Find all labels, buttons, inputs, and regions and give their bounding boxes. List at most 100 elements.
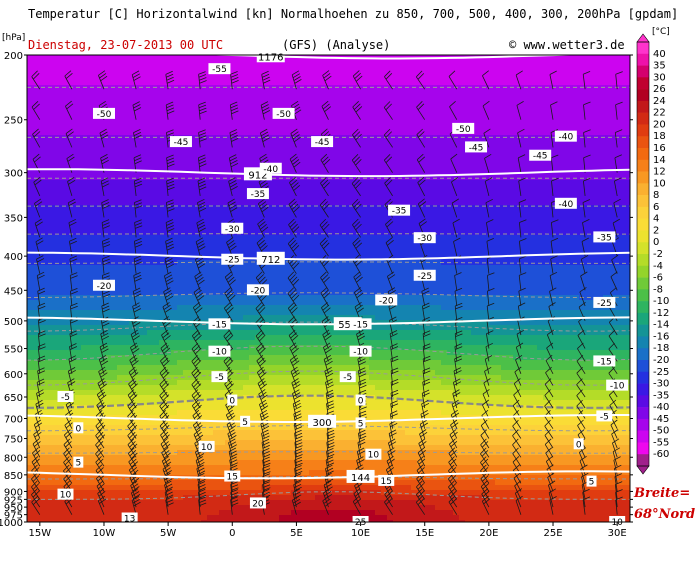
temperature-cell [117, 95, 124, 101]
temperature-cell [357, 95, 364, 101]
temperature-cell [57, 240, 64, 246]
temperature-cell [489, 285, 496, 291]
temperature-cell [387, 185, 394, 191]
temperature-cell [111, 100, 118, 106]
temperature-cell [591, 200, 598, 206]
temperature-cell [357, 110, 364, 116]
temperature-cell [255, 115, 262, 121]
temperature-cell [345, 275, 352, 281]
temperature-cell [51, 65, 58, 71]
temperature-cell [483, 100, 490, 106]
temperature-cell [543, 110, 550, 116]
temperature-cell [165, 160, 172, 166]
temperature-cell [213, 80, 220, 86]
temperature-cell [405, 215, 412, 221]
temperature-cell [27, 180, 34, 186]
temperature-cell [615, 125, 622, 131]
temperature-cell [483, 170, 490, 176]
temperature-cell [147, 215, 154, 221]
temperature-cell [513, 205, 520, 211]
temperature-cell [207, 60, 214, 66]
temperature-cell [609, 100, 616, 106]
temperature-cell [279, 225, 286, 231]
temperature-cell [273, 295, 280, 301]
temperature-cell [285, 280, 292, 286]
temperature-cell [285, 80, 292, 86]
temperature-cell [315, 295, 322, 301]
temperature-cell [441, 205, 448, 211]
temperature-cell [159, 275, 166, 281]
temperature-cell [441, 210, 448, 216]
temperature-cell [591, 205, 598, 211]
temperature-cell [423, 295, 430, 301]
temperature-cell [45, 245, 52, 251]
temperature-cell [153, 215, 160, 221]
temperature-cell [105, 75, 112, 81]
temperature-cell [177, 185, 184, 191]
temperature-cell [537, 75, 544, 81]
temperature-cell [477, 165, 484, 171]
temperature-cell [357, 60, 364, 66]
temperature-cell [153, 100, 160, 106]
temperature-cell [39, 210, 46, 216]
temperature-cell [117, 280, 124, 286]
temperature-cell [405, 95, 412, 101]
temperature-cell [597, 200, 604, 206]
temperature-cell [369, 90, 376, 96]
temperature-cell [555, 140, 562, 146]
temperature-cell [543, 275, 550, 281]
temperature-cell [603, 225, 610, 231]
temperature-cell [243, 130, 250, 136]
temperature-cell [69, 195, 76, 201]
temperature-cell [273, 130, 280, 136]
temperature-cell [471, 120, 478, 126]
temperature-cell [573, 55, 580, 61]
temperature-cell [51, 270, 58, 276]
temperature-cell [459, 270, 466, 276]
temperature-cell [27, 195, 34, 201]
temperature-cell [357, 145, 364, 151]
temperature-cell [201, 55, 208, 61]
temperature-cell [51, 115, 58, 121]
temperature-cell [447, 130, 454, 136]
temperature-cell [147, 145, 154, 151]
temperature-cell [423, 210, 430, 216]
temperature-cell [39, 190, 46, 196]
temperature-cell [627, 155, 630, 161]
temperature-cell [519, 180, 526, 186]
temperature-cell [39, 145, 46, 151]
temperature-cell [81, 100, 88, 106]
temperature-cell [297, 65, 304, 71]
temperature-cell [501, 220, 508, 226]
temperature-cell [165, 150, 172, 156]
temperature-cell [231, 75, 238, 81]
temperature-cell [171, 150, 178, 156]
temperature-cell [237, 185, 244, 191]
temperature-cell [225, 110, 232, 116]
temperature-cell [189, 175, 196, 181]
temperature-cell [411, 215, 418, 221]
temperature-cell [489, 75, 496, 81]
temperature-cell [93, 185, 100, 191]
temperature-cell [477, 90, 484, 96]
temperature-cell [159, 195, 166, 201]
temperature-cell [615, 190, 622, 196]
temperature-cell [441, 110, 448, 116]
temperature-cell [171, 55, 178, 61]
temperature-cell [603, 150, 610, 156]
temperature-cell [603, 160, 610, 166]
temperature-cell [99, 180, 106, 186]
temperature-cell [297, 225, 304, 231]
temperature-cell [219, 130, 226, 136]
temperature-cell [249, 240, 256, 246]
temperature-cell [339, 215, 346, 221]
temperature-cell [309, 60, 316, 66]
temperature-cell [159, 190, 166, 196]
temperature-cell [417, 210, 424, 216]
temperature-cell [351, 115, 358, 121]
temperature-cell [69, 125, 76, 131]
temperature-field [27, 55, 630, 522]
temperature-cell [33, 105, 40, 111]
temperature-cell [567, 150, 574, 156]
temperature-cell [555, 110, 562, 116]
